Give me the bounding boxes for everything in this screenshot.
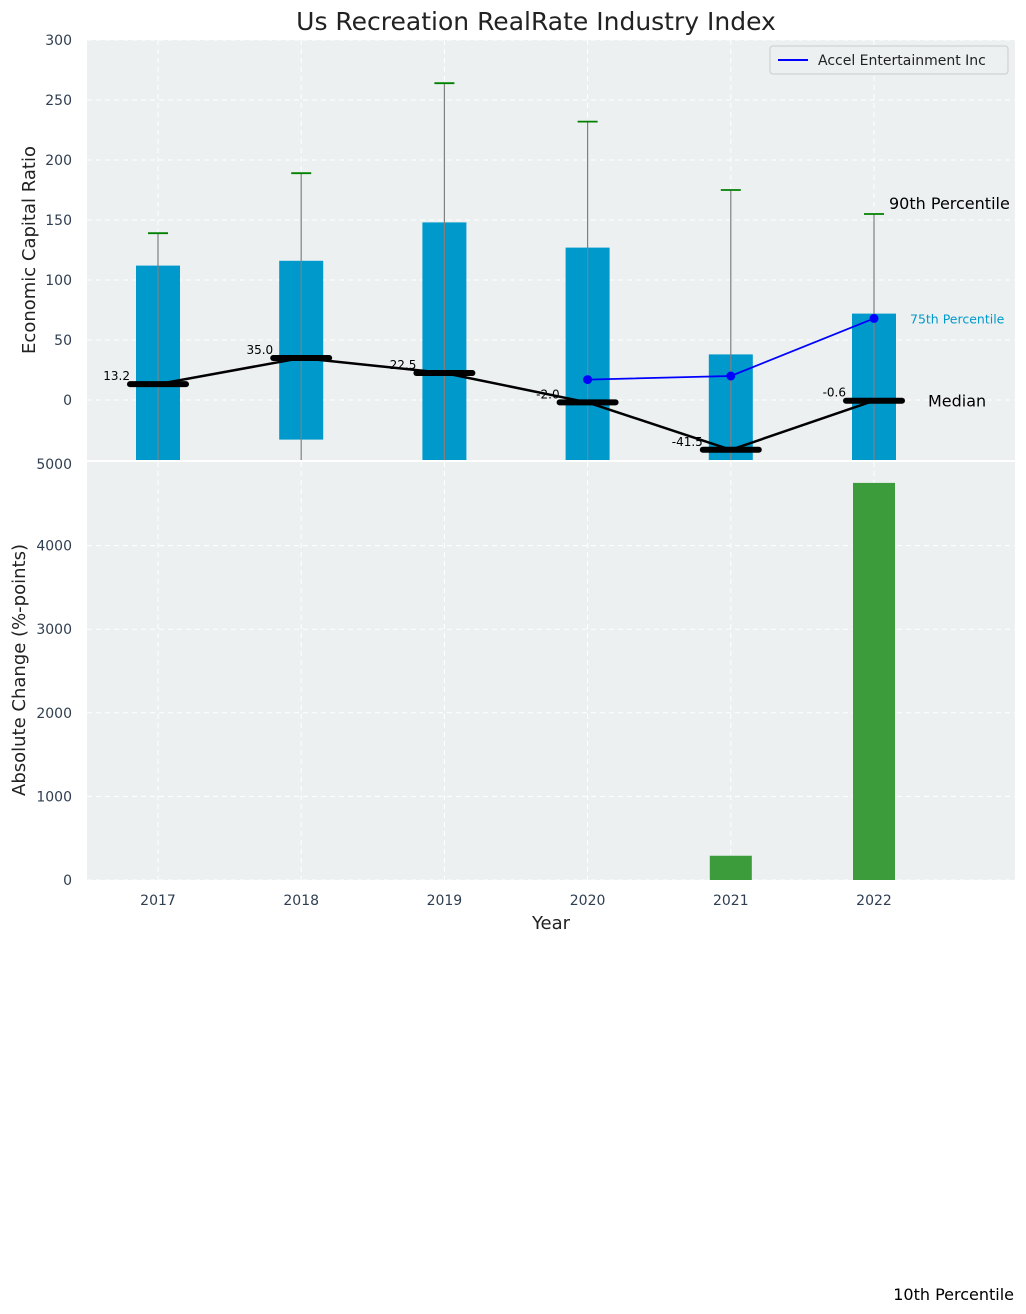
x-tick-label: 2018 bbox=[283, 893, 319, 909]
y-axis-label-bottom: Absolute Change (%-points) bbox=[9, 544, 30, 796]
x-tick-label: 2019 bbox=[427, 893, 463, 909]
y-tick-label-bottom: 0 bbox=[63, 873, 72, 889]
median-value-label: -41.5 bbox=[672, 435, 703, 449]
y-tick-label-bottom: 1000 bbox=[36, 789, 72, 805]
x-axis-label: Year bbox=[531, 913, 571, 934]
y-tick-label-top: 200 bbox=[45, 153, 72, 169]
y-tick-label-top: 150 bbox=[45, 213, 72, 229]
annotation-p10: 10th Percentile bbox=[893, 1285, 1014, 1304]
median-value-label: -0.6 bbox=[823, 386, 846, 400]
y-tick-label-top: 50 bbox=[54, 333, 72, 349]
y-tick-label-top: 0 bbox=[63, 393, 72, 409]
x-tick-label: 2020 bbox=[570, 893, 606, 909]
y-tick-label-top-bottom: 5000 bbox=[36, 457, 72, 473]
x-tick-label: 2021 bbox=[713, 893, 749, 909]
series-point bbox=[726, 371, 736, 381]
median-value-label: 13.2 bbox=[103, 369, 130, 383]
change-bar bbox=[709, 855, 752, 880]
y-tick-label-bottom: 4000 bbox=[36, 539, 72, 555]
series-point bbox=[869, 313, 879, 323]
median-value-label: -2.0 bbox=[536, 387, 559, 401]
y-tick-label-top: 250 bbox=[45, 93, 72, 109]
bottom-panel: 4000 3000 2000 1000 0 2017 2018 2019 2020 2021 202… bbox=[36, 462, 1015, 909]
y-axis-label-top: Economic Capital Ratio bbox=[19, 146, 40, 354]
annotation-p90: 90th Percentile bbox=[889, 194, 1010, 213]
legend-box bbox=[769, 45, 1009, 75]
median-value-label: 22.5 bbox=[390, 358, 417, 372]
median-line bbox=[157, 356, 875, 452]
series-point bbox=[583, 375, 593, 385]
x-tick-label: 2022 bbox=[856, 893, 892, 909]
change-bar bbox=[853, 482, 895, 880]
y-tick-label-bottom: 2000 bbox=[36, 706, 72, 722]
y-tick-label-bottom: 3000 bbox=[36, 622, 72, 638]
median-value-label: 35.0 bbox=[246, 343, 273, 357]
x-tick-label: 2017 bbox=[140, 893, 176, 909]
y-tick-label-top: 300 bbox=[45, 33, 72, 49]
annotation-p75: 75th Percentile bbox=[910, 312, 1005, 327]
annotation-median: Median bbox=[928, 392, 986, 411]
legend-label: Accel Entertainment Inc bbox=[818, 53, 986, 69]
top-panel: 300 250 200 150 100 50 0 5000 13.2 35.0 22.5 -2.0 -4… bbox=[36, 33, 1015, 473]
chart-title: Us Recreation RealRate Industry Index bbox=[296, 7, 776, 36]
y-tick-label-top: 100 bbox=[45, 273, 72, 289]
